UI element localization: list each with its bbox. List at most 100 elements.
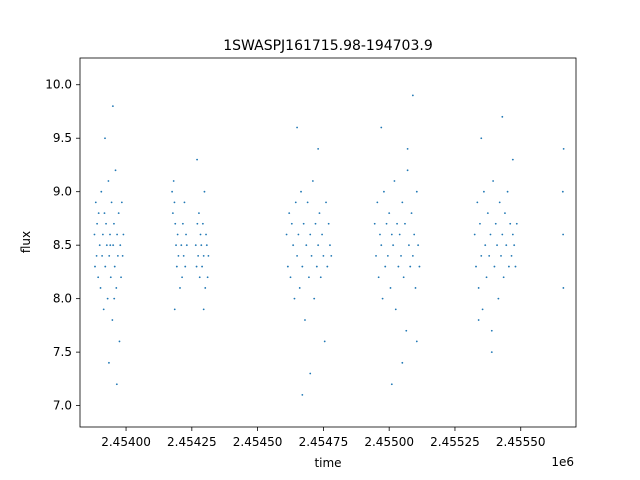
x-tick-label: 2.45425 [167,435,217,449]
data-point [314,222,317,225]
data-point [417,244,420,247]
y-tick-label: 8.5 [53,238,72,252]
data-point [481,308,484,311]
x-tick-label: 2.45500 [364,435,414,449]
data-point [376,201,379,204]
data-point [113,265,116,268]
data-point [205,244,208,247]
data-point [475,265,477,268]
data-point [392,244,395,247]
data-point [184,265,187,268]
data-point [97,276,100,279]
data-point [183,201,186,204]
data-point [101,233,104,236]
data-point [302,222,305,225]
x-tick-label: 2.45400 [101,435,151,449]
data-point [96,222,98,225]
data-point [414,287,417,289]
data-point [489,233,492,236]
data-point [389,287,392,289]
data-point [292,244,295,247]
data-point [112,244,115,247]
data-point [304,319,306,321]
chart-title: 1SWASPJ161715.98-194703.9 [223,38,432,54]
data-point [385,222,388,225]
data-point [396,222,398,225]
data-point [562,287,565,289]
data-point [310,254,313,257]
data-point [120,201,123,204]
data-point [113,297,116,300]
x-axis-label: time [314,456,341,470]
data-point [293,297,296,300]
data-point [309,233,312,236]
data-point [200,244,203,247]
data-point [285,233,288,236]
data-point [485,276,488,279]
data-point [477,319,480,321]
data-point [508,265,510,268]
data-point [418,265,421,268]
data-point [501,233,504,236]
data-point [196,222,199,225]
data-point [102,308,105,311]
data-point [104,265,107,268]
data-point [498,201,501,204]
data-point [205,233,207,236]
data-point [384,265,387,268]
data-point [398,233,401,236]
data-point [286,265,289,268]
data-point [322,254,325,257]
data-point [494,222,497,225]
data-point [117,212,120,214]
x-tick-label: 2.45525 [430,435,480,449]
data-point [115,287,118,289]
data-point [198,212,200,214]
data-point [98,244,101,247]
y-tick-label: 7.0 [53,399,72,413]
data-point [201,222,204,225]
y-tick-label: 8.0 [53,292,72,306]
data-point [94,265,96,268]
x-tick-label: 2.45550 [496,435,546,449]
data-point [121,254,124,257]
data-point [321,233,323,236]
data-point [171,212,174,214]
data-point [493,265,496,268]
data-point [174,222,177,225]
y-axis-ticks: 7.0 7.5 8.0 8.5 9.0 9.5 10.0 [45,78,80,413]
data-point [185,244,188,247]
data-point [490,329,493,332]
data-point [513,244,516,247]
data-point [410,212,413,214]
data-point [110,201,113,204]
data-point [411,94,414,97]
data-point [501,115,504,118]
data-point [95,254,98,257]
plot-frame [79,57,577,428]
data-point [294,201,297,204]
data-point [176,233,179,236]
data-point [497,297,500,300]
data-point [296,254,298,257]
data-point [120,276,122,279]
data-point [400,254,402,257]
y-tick-label: 9.5 [53,131,72,145]
data-point [515,222,518,225]
data-point [108,254,111,257]
data-point [173,201,176,204]
data-point [323,340,326,343]
data-point [305,244,308,247]
data-point [118,340,121,343]
data-point [94,201,97,204]
data-point [113,222,115,225]
data-point [109,244,112,247]
data-point [313,297,316,300]
data-point [171,190,174,193]
data-point [182,254,185,257]
data-point [480,137,483,140]
data-point [404,222,406,225]
data-point [415,190,418,193]
data-point [298,287,301,289]
data-point [296,126,298,129]
